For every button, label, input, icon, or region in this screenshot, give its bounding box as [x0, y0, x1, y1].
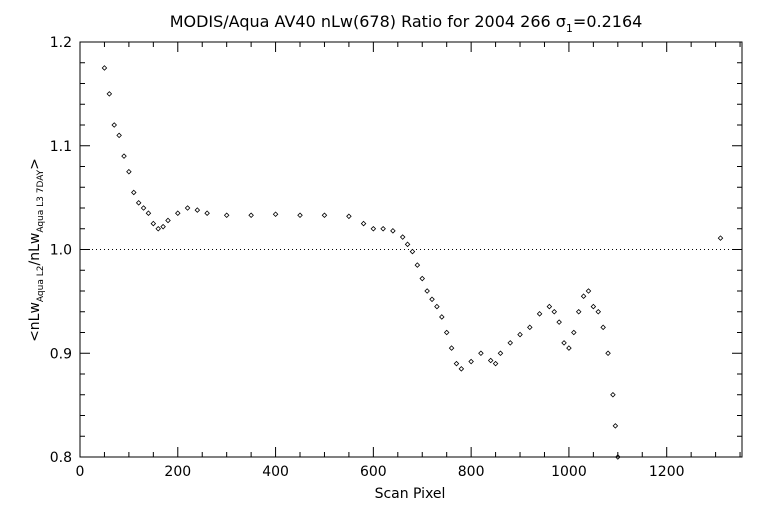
y-tick-label: 0.8	[50, 450, 72, 466]
data-point	[453, 360, 460, 367]
data-point	[551, 308, 558, 315]
data-point	[605, 350, 611, 357]
y-axis-title-part-4: Aqua L3 7DAY	[36, 169, 46, 232]
data-point	[101, 65, 108, 71]
data-point	[223, 212, 230, 219]
data-point	[615, 454, 621, 460]
data-point	[561, 340, 567, 346]
data-point	[424, 288, 430, 294]
data-point	[145, 210, 152, 216]
x-tick-label: 1000	[551, 464, 587, 480]
data-point	[346, 213, 352, 220]
data-point	[497, 350, 504, 357]
data-point	[204, 210, 210, 216]
data-point	[429, 296, 435, 303]
data-point	[126, 168, 132, 175]
data-point	[399, 234, 406, 240]
y-tick-label: 0.9	[50, 346, 72, 362]
data-point	[419, 275, 426, 282]
chart-title: MODIS/Aqua AV40 nLw(678) Ratio for 2004 …	[170, 12, 643, 35]
data-point	[380, 225, 386, 232]
y-axis-title-part-3: /nLw	[27, 233, 43, 266]
y-axis-title: <nLwAqua L2/nLwAqua L3 7DAY>	[27, 158, 46, 342]
y-tick-label: 1.0	[50, 243, 72, 259]
data-point	[610, 391, 616, 398]
data-point	[717, 235, 724, 241]
data-point	[612, 423, 619, 429]
data-point	[390, 228, 396, 234]
y-tick-label: 1.1	[50, 139, 72, 155]
data-point	[116, 132, 122, 139]
data-point	[478, 350, 484, 357]
data-point	[600, 324, 606, 331]
data-point	[571, 329, 577, 336]
data-point	[439, 314, 445, 320]
data-point	[507, 340, 514, 346]
data-point	[443, 329, 450, 336]
data-point	[448, 345, 455, 351]
data-point	[492, 360, 499, 367]
data-point	[155, 225, 161, 232]
data-point	[585, 288, 592, 294]
data-point	[434, 303, 440, 310]
y-tick-label: 1.2	[50, 35, 72, 51]
y-axis-title-part-2: Aqua L2	[36, 266, 46, 303]
data-point	[106, 91, 113, 97]
x-axis-title: Scan Pixel	[375, 486, 446, 502]
data-point	[536, 311, 543, 317]
data-point	[248, 212, 254, 219]
data-point	[556, 319, 562, 325]
y-axis-title-part-1: <nLw	[27, 302, 43, 342]
x-tick-label: 400	[262, 464, 289, 480]
data-point	[580, 293, 587, 299]
data-point	[575, 308, 582, 315]
data-point	[297, 212, 303, 219]
plot-area: 0 200 400 600 800 1000 1200 0.8 0.9 1.0 1.1 1.2	[50, 35, 743, 480]
data-point	[150, 220, 157, 227]
data-point	[165, 217, 171, 224]
data-point	[194, 207, 201, 213]
data-point	[487, 357, 494, 364]
plot-frame	[79, 41, 743, 458]
chart-title-tail: =0.2164	[573, 12, 642, 31]
data-point	[272, 211, 279, 217]
data-point	[370, 225, 377, 232]
data-point	[140, 205, 147, 211]
data-point	[131, 189, 137, 196]
data-point	[160, 223, 166, 230]
data-point	[184, 205, 191, 211]
x-tick-label: 1200	[649, 464, 685, 480]
data-point	[175, 210, 181, 216]
data-point	[595, 308, 602, 315]
data-point	[590, 303, 597, 310]
data-point	[121, 153, 127, 159]
data-point	[414, 262, 421, 268]
x-tick-label: 800	[458, 464, 485, 480]
data-point	[321, 212, 328, 219]
data-point	[135, 200, 142, 206]
x-tick-label: 200	[164, 464, 191, 480]
x-tick-label: 0	[76, 464, 85, 480]
data-point	[546, 303, 553, 310]
data-point	[566, 345, 572, 351]
chart-title-subscript: 1	[566, 22, 573, 35]
data-point	[458, 366, 465, 372]
data-point	[360, 220, 367, 227]
data-point	[404, 241, 411, 248]
x-tick-label: 600	[360, 464, 387, 480]
y-axis-title-part-5: >	[27, 158, 43, 170]
data-point	[468, 358, 474, 365]
data-point	[409, 248, 416, 255]
data-point	[111, 122, 117, 128]
chart-title-main: MODIS/Aqua AV40 nLw(678) Ratio for 2004 …	[170, 12, 566, 31]
data-point	[527, 324, 533, 331]
data-point	[517, 331, 523, 338]
svg-text:<nLwAqua L2/nLwAqua L3 7DAY>: <nLwAqua L2/nLwAqua L3 7DAY>	[27, 158, 46, 342]
